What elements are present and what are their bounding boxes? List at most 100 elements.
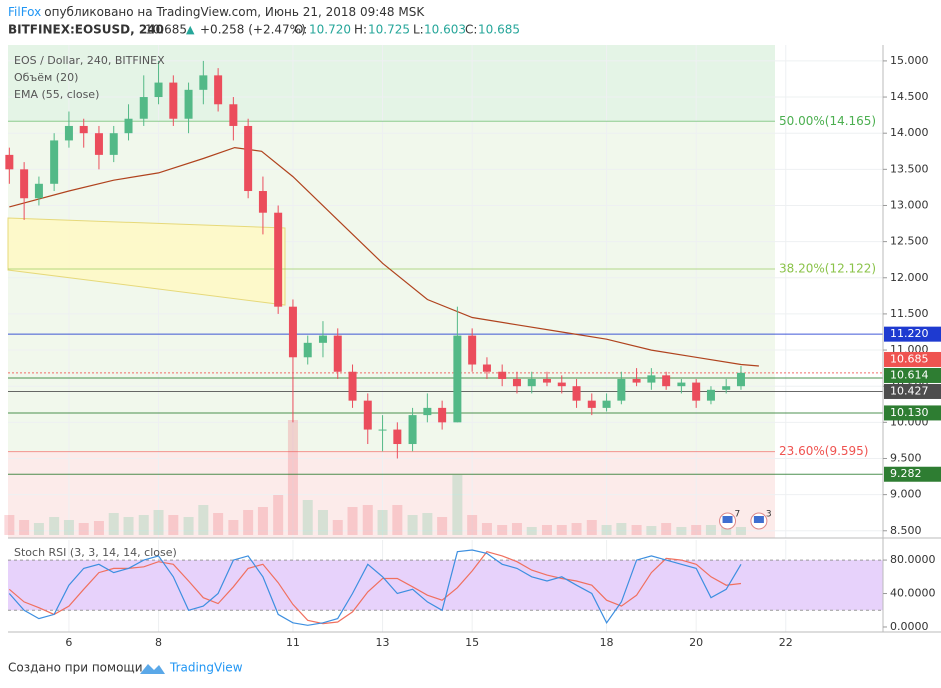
candle-body: [214, 75, 223, 105]
volume-bar: [721, 527, 732, 535]
y-tick-label: 11.500: [890, 307, 929, 320]
x-tick-label: 11: [286, 636, 300, 649]
volume-bar: [377, 510, 388, 535]
candle-body: [288, 306, 297, 358]
volume-bar: [78, 523, 89, 535]
fib-label: 50.00%(14.165): [779, 114, 876, 128]
y-tick-label: 8.500: [890, 524, 922, 537]
y-tick-label: 12.500: [890, 235, 929, 248]
candle-body: [557, 382, 566, 387]
candle-body: [453, 335, 462, 423]
volume-bar: [437, 517, 448, 535]
volume-bar: [631, 525, 642, 535]
volume-bar: [616, 523, 627, 535]
x-tick-label: 6: [65, 636, 72, 649]
candle-body: [303, 342, 312, 358]
level-label: 9.282: [890, 467, 922, 480]
volume-bar: [49, 517, 60, 535]
level-label: 10.427: [890, 384, 929, 397]
symbol: BITFINEX:EOSUSD, 240: [8, 23, 164, 37]
level-badge: [884, 367, 941, 383]
level-badge: [884, 351, 941, 367]
candle-body: [602, 400, 611, 408]
x-tick-label: 22: [779, 636, 793, 649]
volume-bar: [422, 513, 433, 535]
candle-body: [647, 375, 656, 383]
candle-body: [333, 335, 342, 372]
volume-bar: [481, 523, 492, 535]
candle-body: [124, 118, 133, 134]
volume-bar: [601, 525, 612, 535]
event-flag: [753, 516, 764, 523]
x-tick-label: 15: [465, 636, 479, 649]
fib-label: 38.20%(12.122): [779, 261, 876, 275]
volume-bar: [228, 520, 239, 535]
high-value: 10.725: [368, 23, 410, 37]
candle-body: [617, 378, 626, 401]
zone-upper: [8, 45, 775, 122]
candle-body: [468, 335, 477, 365]
axes: 15.000 14.500 14.000 13.500 13.000 12.500 12.0…: [8, 45, 941, 649]
candle-body: [258, 191, 267, 213]
volume-bar: [93, 521, 104, 535]
last-price: 10.685: [145, 23, 187, 37]
candle-body: [109, 133, 118, 155]
level-label: 10.685: [890, 352, 929, 365]
legend-ema: EMA (55, close): [14, 88, 99, 101]
volume-bar: [392, 505, 403, 535]
volume-bar: [735, 527, 746, 535]
close-value: 10.685: [478, 23, 520, 37]
low-label: L:: [413, 23, 424, 37]
stoch-band: [8, 560, 883, 611]
y-tick-label: 80.0000: [890, 553, 936, 566]
candle-body: [318, 335, 327, 343]
stoch-pane: [8, 549, 883, 626]
volume-bar: [302, 500, 313, 535]
candle-body: [244, 125, 253, 192]
published: опубликовано на TradingView.com, Июнь 21…: [44, 5, 425, 19]
y-tick-label: 9.000: [890, 488, 922, 501]
volume-bar: [347, 507, 358, 535]
event-flag: [722, 516, 733, 523]
volume-bar: [332, 520, 343, 535]
event-count: 3: [766, 510, 772, 520]
candle-body: [348, 371, 357, 401]
open-value: 10.720: [309, 23, 351, 37]
candle-body: [527, 378, 536, 387]
volume-bar: [153, 510, 164, 535]
volume-bar: [123, 517, 134, 535]
candle-body: [498, 371, 507, 379]
candle-body: [64, 125, 73, 141]
volume-bar: [108, 513, 119, 535]
volume-bar: [452, 475, 463, 535]
legend: EOS / Dollar, 240, BITFINEX Объём (20) E…: [14, 54, 177, 559]
volume-bar: [556, 525, 567, 535]
volume-bar: [691, 525, 702, 535]
volume-bar: [273, 495, 284, 535]
candle-body: [169, 82, 178, 119]
volume-bar: [511, 523, 522, 535]
fib-label: 23.60%(9.595): [779, 444, 868, 458]
author[interactable]: FilFox: [8, 5, 41, 19]
candle-body: [587, 400, 596, 408]
drawings: [7, 217, 286, 306]
y-tick-label: 9.500: [890, 451, 922, 464]
footer-brand[interactable]: TradingView: [169, 661, 243, 675]
backgrounds: [8, 45, 775, 538]
event-count: 7: [735, 510, 741, 520]
candle-body: [512, 378, 521, 387]
candle-body: [184, 89, 193, 119]
candle-body: [408, 415, 417, 445]
candle-body: [34, 183, 43, 199]
level-badge: [884, 326, 941, 342]
open-label: O:: [294, 23, 307, 37]
volume-bar: [646, 526, 657, 535]
footer: Создано при помощи TradingView: [8, 661, 243, 675]
legend-stoch: Stoch RSI (3, 3, 14, 14, close): [14, 546, 177, 559]
level-label: 11.220: [890, 327, 929, 340]
candle-body: [50, 140, 59, 184]
volume-bar: [467, 515, 478, 535]
volume-bar: [4, 515, 15, 535]
x-tick-label: 8: [155, 636, 162, 649]
